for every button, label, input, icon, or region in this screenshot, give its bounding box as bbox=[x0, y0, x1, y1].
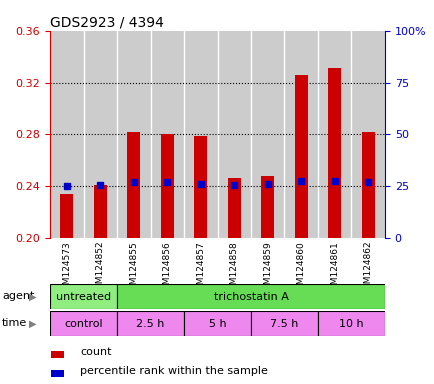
Bar bbox=[50, 31, 83, 238]
Bar bbox=[361, 132, 374, 238]
Bar bbox=[50, 284, 117, 309]
Text: time: time bbox=[2, 318, 27, 328]
Bar bbox=[50, 311, 117, 336]
Bar bbox=[127, 132, 140, 238]
Bar bbox=[284, 31, 317, 238]
Bar bbox=[317, 311, 384, 336]
Bar bbox=[250, 311, 317, 336]
Bar bbox=[184, 311, 250, 336]
Bar bbox=[217, 31, 250, 238]
Text: agent: agent bbox=[2, 291, 34, 301]
Bar bbox=[194, 136, 207, 238]
Bar bbox=[227, 179, 240, 238]
Bar bbox=[93, 185, 107, 238]
Bar bbox=[294, 75, 307, 238]
Text: percentile rank within the sample: percentile rank within the sample bbox=[80, 366, 268, 376]
Text: trichostatin A: trichostatin A bbox=[213, 291, 288, 302]
Text: control: control bbox=[64, 318, 102, 329]
Text: GDS2923 / 4394: GDS2923 / 4394 bbox=[50, 16, 164, 30]
Bar bbox=[117, 311, 184, 336]
Bar bbox=[117, 284, 384, 309]
Bar bbox=[160, 134, 174, 238]
Text: 2.5 h: 2.5 h bbox=[136, 318, 164, 329]
Bar bbox=[150, 31, 184, 238]
Bar bbox=[184, 31, 217, 238]
Text: 7.5 h: 7.5 h bbox=[270, 318, 298, 329]
Bar bbox=[60, 194, 73, 238]
Bar bbox=[260, 176, 274, 238]
Text: ▶: ▶ bbox=[29, 318, 36, 328]
Text: untreated: untreated bbox=[56, 291, 111, 302]
Bar bbox=[250, 31, 284, 238]
Text: count: count bbox=[80, 347, 112, 357]
Bar bbox=[51, 370, 64, 377]
Text: 10 h: 10 h bbox=[339, 318, 363, 329]
Bar bbox=[317, 31, 351, 238]
Bar bbox=[351, 31, 384, 238]
Bar bbox=[117, 31, 150, 238]
Text: ▶: ▶ bbox=[29, 291, 36, 301]
Bar bbox=[327, 68, 341, 238]
Bar bbox=[83, 31, 117, 238]
Bar bbox=[51, 351, 64, 358]
Text: 5 h: 5 h bbox=[208, 318, 226, 329]
